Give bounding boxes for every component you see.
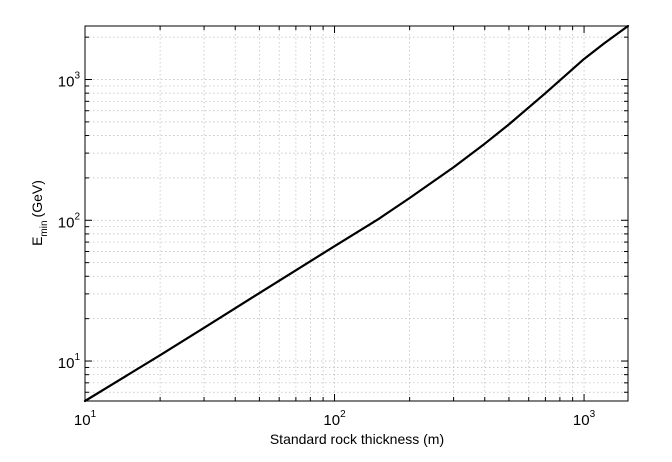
series-line bbox=[83, 24, 630, 403]
y-tick-exponent: 2 bbox=[74, 211, 80, 222]
y-tick-label: 102 bbox=[58, 211, 81, 231]
y-tick-base: 10 bbox=[58, 74, 75, 91]
y-tick-label: 101 bbox=[58, 352, 81, 372]
x-tick-exponent: 2 bbox=[340, 409, 346, 420]
x-tick-exponent: 1 bbox=[91, 409, 97, 420]
x-tick-labels: 101 102 103 bbox=[74, 409, 596, 429]
y-tick-base: 10 bbox=[58, 355, 75, 372]
y-axis-symbol: E bbox=[29, 237, 45, 246]
x-tick-base: 10 bbox=[74, 412, 91, 429]
y-axis-unit: (GeV) bbox=[29, 180, 45, 217]
ticks bbox=[84, 26, 628, 401]
curve-layer bbox=[83, 24, 630, 403]
grid bbox=[84, 26, 628, 401]
x-axis-label: Standard rock thickness (m) bbox=[270, 431, 444, 447]
x-tick-label: 103 bbox=[573, 409, 596, 429]
y-axis-subscript: min bbox=[39, 220, 50, 236]
x-tick-base: 10 bbox=[323, 412, 340, 429]
x-tick-label: 102 bbox=[323, 409, 346, 429]
plot-frame bbox=[84, 25, 629, 402]
y-tick-exponent: 1 bbox=[74, 352, 80, 363]
x-tick-base: 10 bbox=[573, 412, 590, 429]
y-tick-exponent: 3 bbox=[74, 71, 80, 82]
y-tick-base: 10 bbox=[58, 214, 75, 231]
x-tick-exponent: 3 bbox=[590, 409, 596, 420]
x-tick-label: 101 bbox=[74, 409, 97, 429]
y-axis-label: Emin (GeV) bbox=[29, 180, 50, 246]
y-tick-label: 103 bbox=[58, 71, 81, 91]
